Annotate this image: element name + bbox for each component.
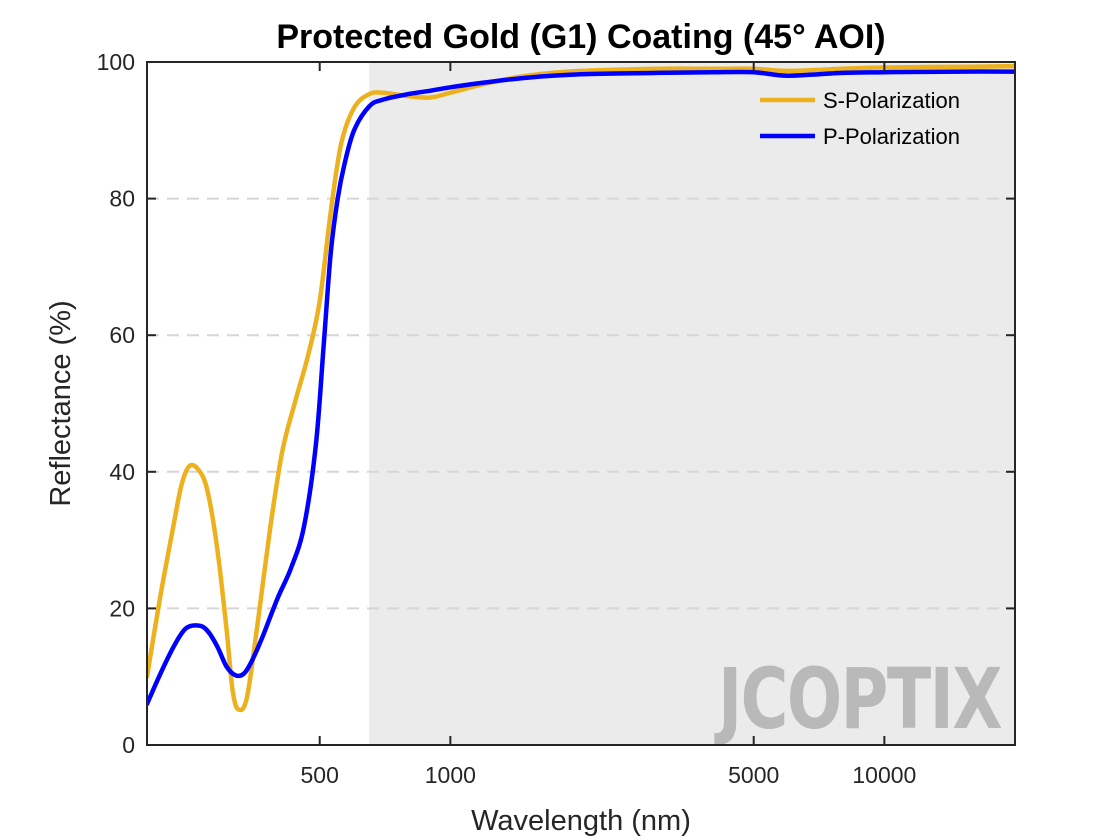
highlight-region — [369, 62, 1016, 745]
legend-label-s-polarization: S-Polarization — [823, 88, 960, 113]
legend-label-p-polarization: P-Polarization — [823, 124, 960, 149]
grid-lines — [147, 197, 1015, 610]
x-axis-label: Wavelength (nm) — [471, 805, 691, 837]
x-tick-label-500: 500 — [301, 762, 339, 788]
x-tick-label-10000: 10000 — [852, 762, 916, 788]
x-tick-label-5000: 5000 — [728, 762, 779, 788]
y-tick-label-60: 60 — [109, 322, 135, 348]
y-tick-label-20: 20 — [109, 595, 135, 621]
series-line-p-polarization — [147, 69, 1015, 707]
series-line-s-polarization — [147, 63, 1015, 713]
y-tick-label-0: 0 — [122, 732, 135, 758]
axis-ticks: 0 20 40 60 80 100 500 1000 5000 10000 — [97, 49, 1015, 788]
chart-title: Protected Gold (G1) Coating (45° AOI) — [276, 18, 885, 56]
y-tick-label-40: 40 — [109, 459, 135, 485]
y-tick-label-100: 100 — [97, 49, 135, 75]
series-lines — [147, 63, 1015, 713]
x-tick-label-1000: 1000 — [425, 762, 476, 788]
watermark: JCOPTIX — [714, 650, 1004, 748]
watermark-text: JCOPTIX — [714, 650, 1002, 748]
axes-frame — [146, 61, 1016, 746]
legend: S-Polarization P-Polarization — [760, 88, 960, 149]
y-tick-label-80: 80 — [109, 186, 135, 212]
y-axis-label: Reflectance (%) — [45, 300, 77, 506]
